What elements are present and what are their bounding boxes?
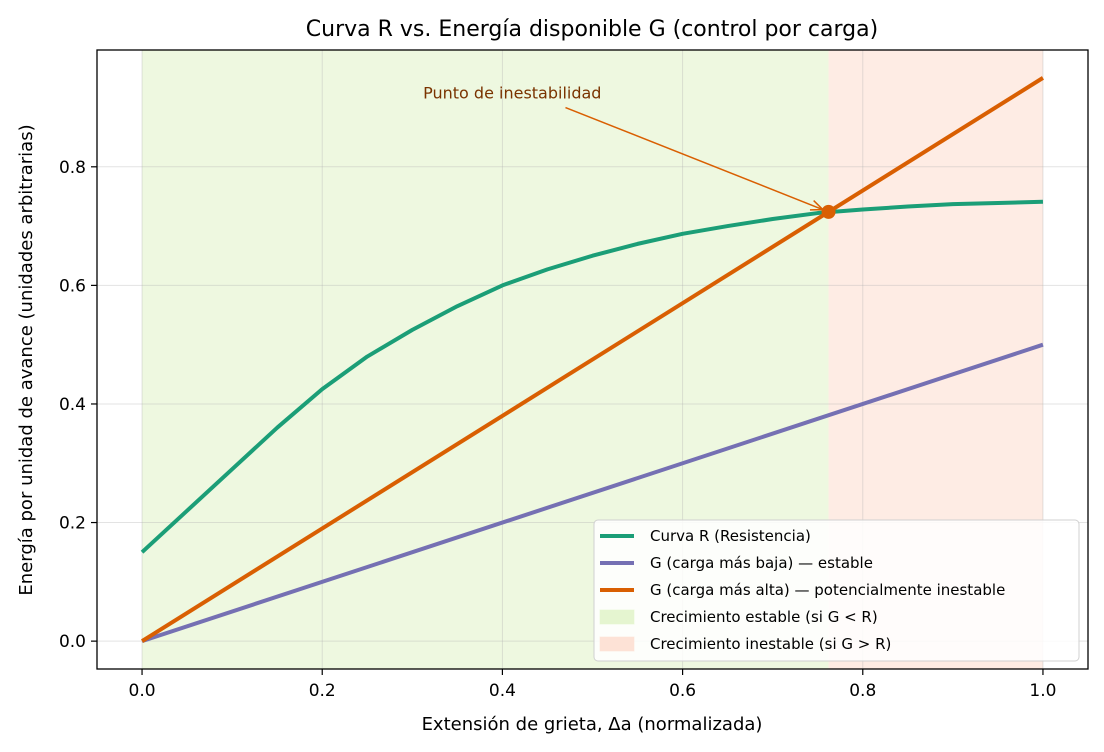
legend: Curva R (Resistencia) G (carga más baja) … bbox=[593, 519, 1080, 662]
y-tick-label: 0.0 bbox=[59, 632, 86, 652]
instability-point bbox=[821, 204, 836, 219]
x-tick-label: 0.8 bbox=[849, 681, 876, 701]
chart-title: Curva R vs. Energía disponible G (contro… bbox=[306, 17, 878, 42]
x-tick-label: 0.2 bbox=[309, 681, 336, 701]
legend-label: G (carga más alta) — potencialmente ines… bbox=[650, 581, 1005, 599]
plot-area: Punto de inestabilidad 0.0 0.2 0.4 0.6 0.8 1.0… bbox=[59, 49, 1089, 701]
legend-box bbox=[593, 519, 1080, 662]
axes-frame bbox=[96, 49, 1089, 670]
legend-label: G (carga más baja) — estable bbox=[650, 554, 873, 572]
series-line-1 bbox=[140, 199, 1044, 554]
x-tick-label: 1.0 bbox=[1029, 681, 1056, 701]
y-tick-label: 0.4 bbox=[59, 395, 86, 415]
series-line-3 bbox=[140, 76, 1045, 643]
y-tick-label: 0.2 bbox=[59, 514, 86, 534]
legend-swatch bbox=[599, 636, 635, 652]
annotation-arrow bbox=[565, 106, 824, 211]
x-tick-label: 0.4 bbox=[489, 681, 516, 701]
legend-label: Crecimiento inestable (si G > R) bbox=[650, 635, 891, 653]
series-line-2 bbox=[141, 342, 1044, 644]
y-axis-title: Energía por unidad de avance (unidades a… bbox=[16, 124, 37, 595]
x-axis-title: Extensión de grieta, Δa (normalizada) bbox=[422, 714, 763, 735]
annotation-label: Punto de inestabilidad bbox=[423, 84, 601, 103]
legend-swatch bbox=[599, 609, 635, 625]
y-tick-label: 0.6 bbox=[59, 276, 86, 296]
legend-label: Crecimiento estable (si G < R) bbox=[650, 608, 878, 626]
x-tick-label: 0.0 bbox=[129, 681, 156, 701]
y-tick-label: 0.8 bbox=[59, 158, 86, 178]
legend-label: Curva R (Resistencia) bbox=[650, 527, 811, 545]
x-tick-label: 0.6 bbox=[669, 681, 696, 701]
